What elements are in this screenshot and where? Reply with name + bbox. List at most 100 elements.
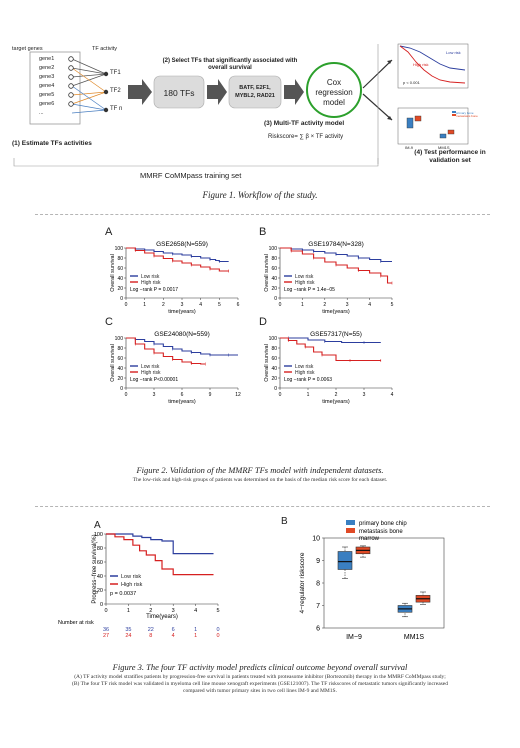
number-at-risk-label: Number at risk (58, 620, 94, 626)
mini-box-legend: metastasis bone (456, 114, 478, 118)
divider (35, 214, 490, 215)
step3-label: (3) Multi-TF activity model (264, 120, 345, 127)
y-tick-label: 60 (97, 560, 103, 566)
x-tick-label: 1 (301, 302, 304, 308)
mini-legend-high: High risk (413, 62, 429, 67)
y-tick-label: 0 (120, 296, 123, 302)
x-tick-label: 5 (391, 302, 394, 308)
y-axis-label: Progress−free survival(%) (92, 534, 98, 603)
x-axis-label: time(years) (168, 399, 196, 405)
target-genes-label: target genes (12, 46, 43, 52)
y-tick-label: 100 (94, 532, 103, 538)
km-plot-B: 0 20 40 60 80 100 0 1 2 3 4 5 GSE19784(N=328) time(ye… (264, 241, 394, 315)
x-tick-label: 2 (323, 302, 326, 308)
x-tick-label: 0 (125, 302, 128, 308)
training-bracket (13, 158, 379, 167)
y-tick-label: 10 (312, 536, 320, 543)
y-axis-label: Overall survival (110, 254, 116, 292)
step4-label: (4) Test performance in validation set (414, 149, 486, 164)
gene-label: gene3 (39, 74, 55, 80)
figure3-note-a: (A) TF activity model stratifies patient… (74, 674, 446, 680)
y-tick-label: 0 (274, 386, 277, 392)
y-tick-label: 0 (100, 602, 103, 608)
at-risk-count: 36 (103, 627, 109, 633)
y-tick-label: 0 (120, 386, 123, 392)
at-risk-count: 0 (216, 633, 219, 639)
km-plot-C: 0 20 40 60 80 100 0 3 6 9 12 GSE24080(N=559) time(ye… (110, 331, 241, 405)
step1-label: (1) Estimate TFs activities (12, 140, 92, 147)
legend-label: Low risk (295, 274, 314, 280)
mini-km-plot (397, 43, 469, 89)
box-0-0 (337, 551, 353, 570)
panel-label: C (105, 316, 113, 328)
step2-label: (2) Select TFs that significantly associ… (162, 58, 298, 71)
selected-tfs-box (228, 75, 282, 109)
km-curve-low-risk (126, 337, 238, 356)
at-risk-count: 22 (148, 627, 154, 633)
legend-swatch (346, 520, 355, 525)
km-curve-high-risk (126, 337, 206, 365)
km-plot-A: 0 20 40 60 80 100 0 1 2 3 4 5 6 GSE2658(N=559) time(ye… (110, 241, 240, 315)
km-curve-low-risk (126, 247, 229, 263)
gene-tf-network (71, 58, 107, 114)
figure1-caption: Figure 1. Workflow of the study. (202, 190, 318, 200)
y-tick-label: 6 (316, 626, 320, 633)
y-tick-label: 80 (271, 346, 277, 352)
y-tick-label: 60 (117, 356, 123, 362)
legend-label: Low risk (121, 574, 141, 580)
y-tick-label: 80 (271, 256, 277, 262)
x-axis-label: Time(years) (146, 614, 178, 620)
y-tick-label: 7 (316, 603, 320, 610)
p-value-annotation: Log −rank P = 1.4e−05 (284, 287, 335, 293)
x-tick-label: 3 (172, 608, 175, 614)
y-tick-label: 100 (269, 246, 278, 252)
arrow-icon (128, 79, 152, 105)
at-risk-count: 27 (103, 633, 109, 639)
y-axis-label: 4−regulator riskscore (299, 552, 306, 613)
p-value-annotation: Log −rank P<0.00001 (130, 377, 178, 383)
arrow-icon (284, 79, 304, 105)
y-tick-label: 0 (274, 296, 277, 302)
figure2-note: The low-risk and high-risk groups of pat… (132, 477, 388, 483)
legend-label: marrow (359, 536, 380, 542)
gene-label: gene5 (39, 92, 55, 98)
p-value-annotation: Log −rank P = 0.0063 (284, 377, 332, 383)
x-tick-label: 4 (391, 392, 394, 398)
x-tick-label: 4 (368, 302, 371, 308)
divider (35, 506, 490, 507)
x-tick-label: 1 (143, 302, 146, 308)
chart-title: GSE57317(N=55) (310, 331, 362, 338)
y-tick-label: 20 (271, 376, 277, 382)
x-tick-label: 6 (181, 392, 184, 398)
y-axis-label: Overall survival (264, 254, 270, 292)
legend-label: High risk (141, 280, 161, 286)
chart-title: GSE19784(N=328) (308, 241, 363, 248)
mini-box-plot (397, 107, 469, 145)
genes-box (29, 51, 81, 125)
panel-label: D (259, 316, 267, 328)
at-risk-count: 1 (194, 627, 197, 633)
riskscore-boxplot: 6 7 8 9 10 4−regulator riskscore IM−9 MM1S prima… (299, 520, 445, 641)
legend-label: metastasis bone (359, 529, 403, 535)
x-category-label: IM−9 (346, 634, 362, 641)
mini-box-group: IM-9 (405, 145, 413, 150)
y-tick-label: 80 (117, 346, 123, 352)
km-curve-high-risk (280, 337, 381, 362)
gene-label: gene6 (39, 101, 55, 107)
figure1-workflow (13, 43, 469, 167)
legend-label: Low risk (295, 364, 314, 370)
y-tick-label: 20 (97, 588, 103, 594)
x-tick-label: 12 (235, 392, 241, 398)
x-tick-label: 4 (199, 302, 202, 308)
gene-label: gene1 (39, 56, 55, 62)
p-value-annotation: p = 0.0037 (110, 591, 136, 597)
km-curve-high-risk (106, 533, 214, 576)
legend-swatch (346, 528, 355, 533)
panel-label: A (94, 520, 101, 531)
legend-label: High risk (295, 280, 315, 286)
x-tick-label: 2 (162, 302, 165, 308)
at-risk-count: 4 (172, 633, 175, 639)
y-tick-label: 40 (117, 276, 123, 282)
y-tick-label: 80 (117, 256, 123, 262)
tf-count-box (153, 75, 205, 109)
